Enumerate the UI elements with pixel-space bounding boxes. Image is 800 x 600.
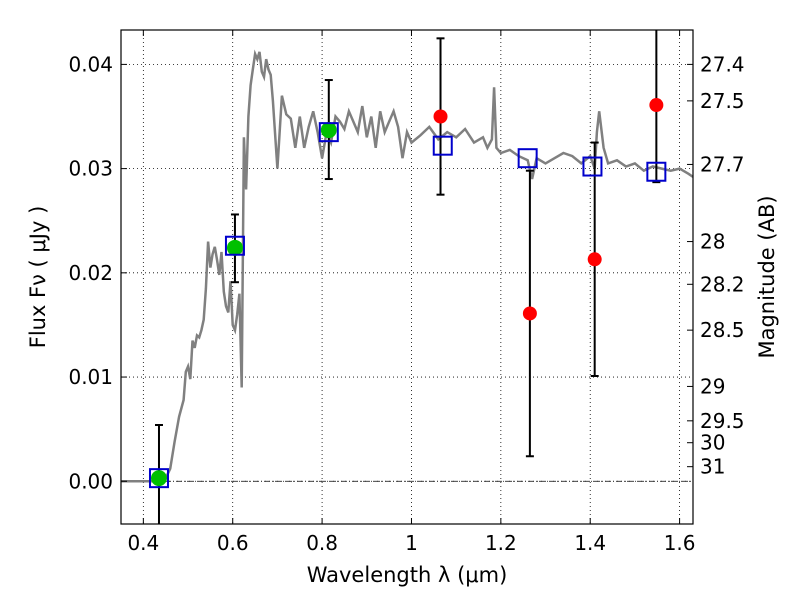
red-data-point	[649, 98, 664, 113]
y-tick-label: 0.02	[68, 261, 113, 285]
square-markers	[148, 122, 667, 489]
x-axis-label: Wavelength λ (μm)	[307, 563, 508, 587]
x-tick-label: 0.6	[217, 531, 249, 555]
square-marker	[582, 156, 603, 177]
y-tick-label: 0.00	[68, 469, 113, 493]
plot-background	[121, 30, 693, 524]
green-data-point	[320, 122, 337, 139]
magnitude-tick-label: 28.2	[700, 272, 745, 296]
square-marker	[318, 122, 339, 143]
x-tick-label: 1.4	[574, 531, 606, 555]
magnitude-tick-label: 29.5	[700, 409, 745, 433]
green-data-point	[226, 239, 243, 256]
data-layer	[121, 30, 693, 524]
square-marker	[224, 235, 245, 256]
magnitude-tick-label: 30	[700, 431, 725, 455]
magnitude-tick-label: 28.5	[700, 318, 745, 342]
x-tick-label: 0.8	[306, 531, 338, 555]
magnitude-tick-label: 27.5	[700, 89, 745, 113]
magnitude-tick-label: 29	[700, 374, 725, 398]
magnitude-tick-label: 27.4	[700, 52, 745, 76]
x-tick-label: 0.4	[127, 531, 159, 555]
y-tick-label: 0.04	[68, 52, 113, 76]
y-tick-label: 0.01	[68, 365, 113, 389]
y-tick-label: 0.03	[68, 157, 113, 181]
model-spectrum-line	[121, 49, 693, 483]
square-marker	[148, 468, 169, 489]
x-tick-label: 1	[405, 531, 418, 555]
magnitude-tick-label: 28	[700, 230, 725, 254]
x-ticks: 0.4 0.6 0.8 1 1.2 1.4 1.6	[127, 30, 696, 555]
magnitude-tick-label: 31	[700, 455, 725, 479]
red-points	[433, 98, 664, 321]
y2-axis-label: Magnitude (AB)	[755, 195, 779, 358]
square-marker	[517, 148, 538, 169]
square-marker	[646, 161, 667, 182]
green-data-point	[150, 470, 167, 487]
y-axis-label: Flux Fν ( μJy )	[26, 206, 50, 349]
red-data-point	[433, 109, 448, 124]
x-tick-label: 1.6	[664, 531, 696, 555]
green-points	[150, 122, 337, 487]
square-marker	[432, 135, 453, 156]
x-tick-label: 1.2	[485, 531, 517, 555]
red-data-point	[522, 306, 537, 321]
red-data-point	[587, 252, 602, 267]
y-ticks: 0.00 0.01 0.02 0.03 0.04	[68, 52, 127, 493]
plot-frame	[120, 29, 694, 525]
magnitude-tick-label: 27.7	[700, 152, 745, 176]
